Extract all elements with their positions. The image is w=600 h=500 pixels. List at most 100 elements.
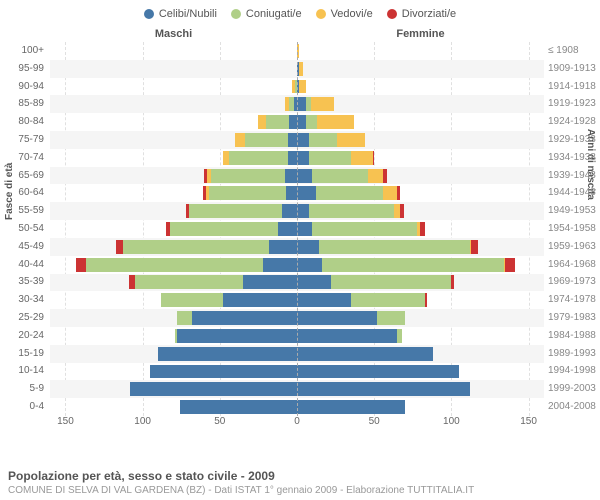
bar-segment — [286, 186, 297, 200]
bar-segment — [420, 222, 425, 236]
bar-segment — [373, 151, 375, 165]
bar-segment — [309, 204, 394, 218]
bar-segment — [331, 275, 451, 289]
age-label: 40-44 — [18, 259, 44, 270]
bar-segment — [288, 151, 297, 165]
age-label: 0-4 — [30, 401, 44, 412]
bar-segment — [297, 186, 316, 200]
age-label: 5-9 — [30, 383, 44, 394]
bar-segment — [368, 169, 383, 183]
age-label: 85-89 — [18, 98, 44, 109]
bar-segment — [170, 222, 278, 236]
bar-segment — [322, 258, 504, 272]
bar-segment — [243, 275, 297, 289]
year-label: 1914-1918 — [548, 81, 596, 92]
bar-segment — [235, 133, 244, 147]
x-tick: 150 — [520, 416, 537, 427]
age-label: 60-64 — [18, 187, 44, 198]
age-label: 30-34 — [18, 294, 44, 305]
year-label: 1924-1928 — [548, 116, 596, 127]
bar-segment — [397, 329, 402, 343]
bar-segment — [278, 222, 297, 236]
bar-segment — [297, 97, 306, 111]
bar-segment — [297, 222, 312, 236]
age-label: 90-94 — [18, 81, 44, 92]
bar-segment — [158, 347, 297, 361]
bar-segment — [269, 240, 297, 254]
bar-segment — [285, 169, 297, 183]
bar-segment — [76, 258, 85, 272]
bar-segment — [289, 115, 297, 129]
age-label: 65-69 — [18, 170, 44, 181]
age-label: 15-19 — [18, 348, 44, 359]
year-label: 1929-1933 — [548, 134, 596, 145]
bar-segment — [263, 258, 297, 272]
age-label: 45-49 — [18, 241, 44, 252]
bar-segment — [337, 133, 365, 147]
bar-segment — [400, 204, 403, 218]
footer-title: Popolazione per età, sesso e stato civil… — [8, 469, 592, 483]
bar-segment — [299, 62, 304, 76]
bar-segment — [223, 293, 297, 307]
bar-segment — [297, 133, 309, 147]
footer: Popolazione per età, sesso e stato civil… — [8, 469, 592, 496]
age-label: 50-54 — [18, 223, 44, 234]
year-label: 1919-1923 — [548, 98, 596, 109]
year-label: 1999-2003 — [548, 383, 596, 394]
bar-segment — [316, 186, 384, 200]
age-label: 10-14 — [18, 365, 44, 376]
bar-segment — [397, 186, 400, 200]
year-label: 1974-1978 — [548, 294, 596, 305]
age-label: 35-39 — [18, 276, 44, 287]
bar-segment — [209, 186, 286, 200]
x-tick: 50 — [214, 416, 225, 427]
bar-segment — [297, 347, 433, 361]
bar-segment — [297, 311, 377, 325]
legend-label: Divorziati/e — [402, 8, 456, 20]
legend-item: Coniugati/e — [231, 8, 302, 20]
age-label: 25-29 — [18, 312, 44, 323]
age-label: 20-24 — [18, 330, 44, 341]
year-label: 1984-1988 — [548, 330, 596, 341]
bar-segment — [297, 258, 322, 272]
year-label: 1994-1998 — [548, 365, 596, 376]
bar-segment — [123, 240, 270, 254]
bar-segment — [86, 258, 264, 272]
bar-segment — [309, 133, 337, 147]
bar-segment — [377, 311, 405, 325]
bar-segment — [312, 222, 417, 236]
bar-segment — [258, 115, 266, 129]
bar-segment — [309, 151, 351, 165]
age-label: 70-74 — [18, 152, 44, 163]
year-label: 1959-1963 — [548, 241, 596, 252]
bar-segment — [189, 204, 282, 218]
bar-segment — [192, 311, 297, 325]
bar-segment — [471, 240, 477, 254]
bar-segment — [130, 382, 297, 396]
bar-segment — [383, 186, 397, 200]
bar-segment — [297, 240, 319, 254]
legend-swatch — [231, 9, 241, 19]
year-label: 1979-1983 — [548, 312, 596, 323]
year-label: 1949-1953 — [548, 205, 596, 216]
x-tick: 100 — [134, 416, 151, 427]
legend-item: Celibi/Nubili — [144, 8, 217, 20]
age-label: 75-79 — [18, 134, 44, 145]
bar-segment — [317, 115, 354, 129]
x-tick: 50 — [369, 416, 380, 427]
bar-segment — [297, 293, 351, 307]
bar-segment — [180, 400, 297, 414]
year-labels: ≤ 19081909-19131914-19181919-19231924-19… — [544, 42, 600, 416]
bar-segment — [383, 169, 386, 183]
year-label: 1939-1943 — [548, 170, 596, 181]
age-label: 95-99 — [18, 63, 44, 74]
year-label: 1964-1968 — [548, 259, 596, 270]
legend-item: Vedovi/e — [316, 8, 373, 20]
bar-segment — [425, 293, 427, 307]
center-divider — [297, 42, 298, 416]
bar-segment — [351, 151, 373, 165]
bar-segment — [229, 151, 288, 165]
year-label: 1934-1938 — [548, 152, 596, 163]
year-label: 2004-2008 — [548, 401, 596, 412]
bar-segment — [306, 115, 317, 129]
